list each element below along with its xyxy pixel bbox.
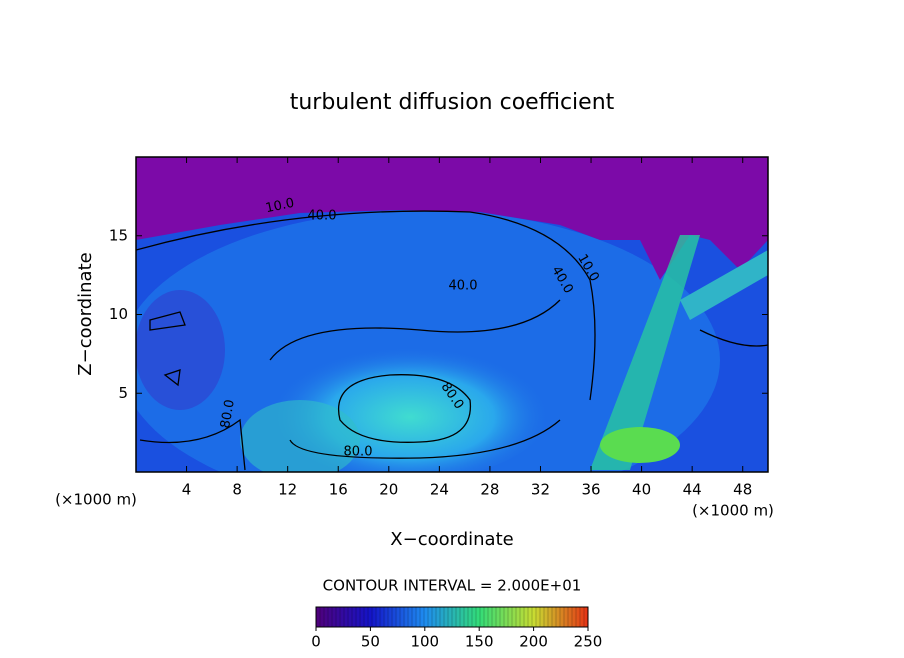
contour-label: 80.0 [218,398,238,429]
contour-label: 40.0 [449,279,478,294]
x-tick-label: 40 [632,481,651,499]
colorbar-tick-label: 250 [574,633,603,651]
x-tick-label: 4 [182,481,192,499]
colorbar-tick-label: 0 [311,633,321,651]
y-unit: (×1000 m) [55,491,137,509]
x-tick-label: 16 [329,481,348,499]
contour-label: 80.0 [344,445,373,460]
x-tick-label: 44 [683,481,702,499]
x-tick-label: 28 [480,481,499,499]
colorbar-tick-label: 50 [361,633,380,651]
x-axis-label: X−coordinate [390,529,513,550]
field [136,157,768,472]
chart-title: turbulent diffusion coefficient [290,90,615,115]
colorbar-tick-label: 200 [519,633,548,651]
x-tick-label: 24 [430,481,449,499]
colorbar-tick-label: 150 [465,633,494,651]
x-tick-label: 8 [232,481,242,499]
y-tick-label: 5 [118,384,128,402]
y-tick-label: 10 [109,305,128,323]
x-tick-label: 36 [581,481,600,499]
contour-label: 40.0 [308,209,337,224]
colorbar [315,606,589,628]
y-tick-label: 15 [109,226,128,244]
x-tick-label: 12 [278,481,297,499]
contour-interval: CONTOUR INTERVAL = 2.000E+01 [323,577,582,595]
x-tick-label: 48 [733,481,752,499]
y-axis-label: Z−coordinate [75,252,96,375]
x-unit: (×1000 m) [692,502,774,520]
contour-label: 10.0 [264,196,295,217]
x-tick-label: 32 [531,481,550,499]
colorbar-tick-label: 100 [410,633,439,651]
x-tick-label: 20 [379,481,398,499]
